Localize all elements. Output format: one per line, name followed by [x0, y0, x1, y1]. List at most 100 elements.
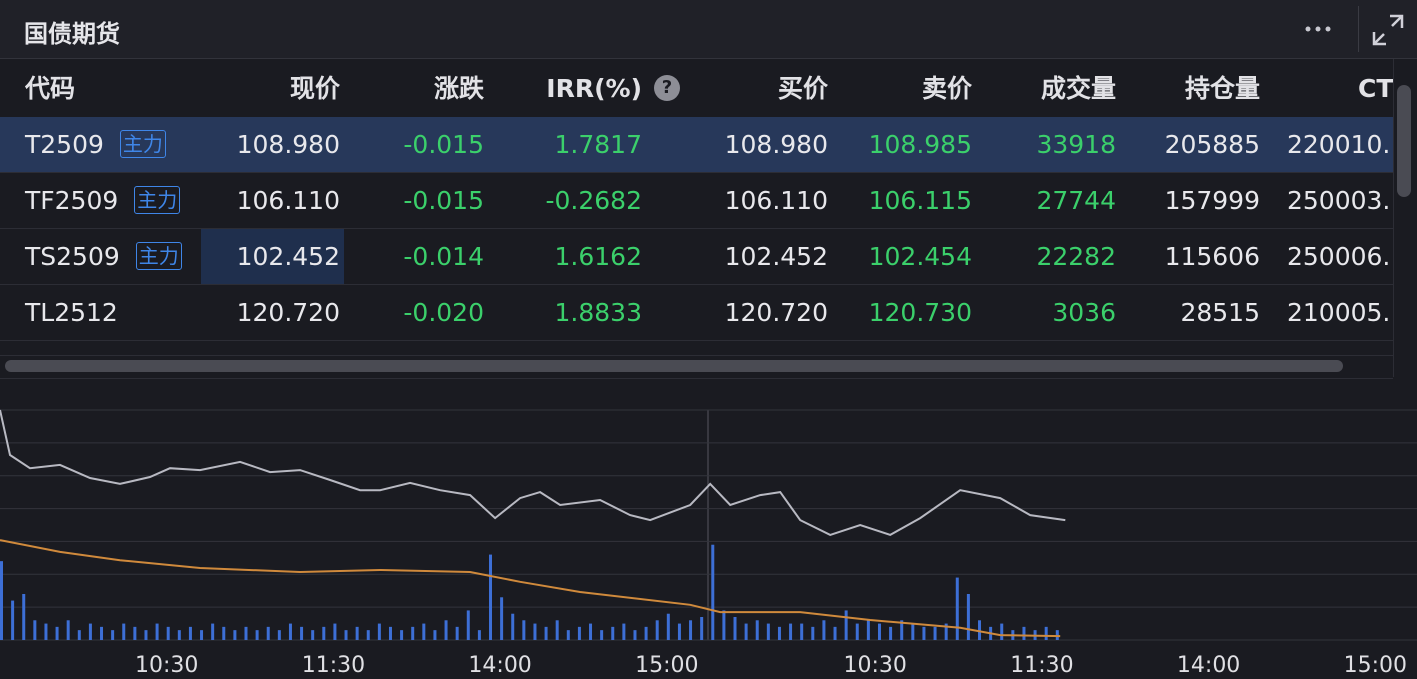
volume-bar	[677, 623, 681, 640]
volume-bar	[622, 623, 626, 640]
column-header: 代码	[25, 74, 76, 103]
volume-bar	[222, 626, 226, 640]
volume-bar	[555, 620, 559, 640]
volume-bar	[88, 623, 92, 640]
table-cell: 220010.	[1287, 130, 1391, 159]
volume-bar	[966, 594, 970, 640]
more-button[interactable]	[1290, 0, 1350, 58]
volume-bar	[311, 630, 315, 640]
volume-bar	[355, 626, 359, 640]
series-line	[0, 539, 1061, 638]
table-cell: -0.2682	[545, 186, 643, 215]
volume-bar	[377, 623, 381, 640]
table-cell: 108.980	[724, 130, 828, 159]
volume-bar	[444, 620, 448, 640]
volume-bar	[955, 577, 959, 640]
panel-title: 国债期货	[24, 20, 120, 48]
volume-bar	[433, 630, 437, 640]
volume-bar	[866, 620, 870, 640]
table-cell: 108.985	[868, 130, 972, 159]
table-cell: -0.015	[403, 186, 484, 215]
table-row	[0, 285, 1393, 341]
x-tick-label: 14:00	[468, 653, 531, 678]
v-scrollbar[interactable]	[1397, 85, 1411, 197]
column-header: 卖价	[921, 74, 972, 103]
volume-bar	[544, 626, 548, 640]
volume-bar	[1000, 623, 1004, 640]
contract-code: T2509	[25, 130, 104, 159]
table-cell: 27744	[1036, 186, 1116, 215]
column-header: CT	[1358, 74, 1393, 103]
volume-bar	[822, 620, 826, 640]
volume-bar	[244, 626, 248, 640]
futures-table: 代码 现价 涨跌 IRR(%) 买价 卖价 成交量 持仓量 CT? T2509 主力 108.980 -…	[0, 59, 1393, 359]
table-cell: 1.6162	[554, 242, 642, 271]
table-cell: 106.115	[868, 186, 972, 215]
series-line	[0, 409, 1066, 536]
table-cell: -0.020	[403, 298, 484, 327]
table-cell: 250006.	[1287, 242, 1391, 271]
volume-bar	[511, 613, 515, 640]
volume-bar	[200, 630, 204, 640]
table-cell: 108.980	[236, 130, 340, 159]
x-tick-label: 10:30	[844, 653, 907, 678]
volume-bar	[100, 626, 104, 640]
x-tick-label: 15:00	[635, 653, 698, 678]
divider	[1358, 6, 1359, 52]
volume-bar	[133, 626, 137, 640]
volume-bar	[577, 626, 581, 640]
volume-bar	[733, 617, 737, 640]
volume-bar	[489, 554, 493, 640]
volume-bar	[666, 613, 670, 640]
main-contract-badge: 主力	[134, 186, 181, 214]
volume-bar	[1022, 626, 1026, 640]
volume-bar	[522, 620, 526, 640]
volume-bar	[344, 630, 348, 640]
volume-bar	[900, 620, 904, 640]
h-scrollbar[interactable]	[5, 360, 1343, 372]
expand-button[interactable]	[1368, 10, 1408, 50]
volume-bar	[633, 630, 637, 640]
volume-bar	[188, 626, 192, 640]
table-cell: 157999	[1164, 186, 1260, 215]
volume-bar	[744, 623, 748, 640]
volume-bar	[777, 626, 781, 640]
volume-bar	[600, 630, 604, 640]
table-cell: 102.452	[724, 242, 828, 271]
table-cell: 28515	[1180, 298, 1260, 327]
volume-bar	[288, 623, 292, 640]
h-scroll-track	[0, 355, 1393, 379]
table-cell: 120.730	[868, 298, 972, 327]
volume-bar	[266, 626, 270, 640]
volume-bar	[122, 623, 126, 640]
x-tick-label: 15:00	[1344, 653, 1407, 678]
table-cell: -0.014	[403, 242, 484, 271]
volume-bar	[766, 623, 770, 640]
column-header: 涨跌	[433, 74, 484, 103]
volume-bar	[277, 630, 281, 640]
table-cell: 205885	[1164, 130, 1260, 159]
volume-bar	[722, 610, 726, 640]
table-cell: 106.110	[724, 186, 828, 215]
volume-bar	[589, 623, 593, 640]
column-header: 买价	[777, 74, 828, 103]
volume-bar	[689, 620, 693, 640]
volume-bar	[33, 620, 37, 640]
volume-bar	[55, 626, 59, 640]
volume-bar	[66, 620, 70, 640]
volume-bar	[300, 626, 304, 640]
volume-bar	[255, 630, 259, 640]
contract-code: TF2509	[25, 186, 119, 215]
volume-bar	[366, 630, 370, 640]
volume-bar	[1044, 626, 1048, 640]
table-cell: 22282	[1036, 242, 1116, 271]
volume-bar	[811, 626, 815, 640]
table-cell: 115606	[1164, 242, 1260, 271]
column-header: 现价	[289, 74, 340, 103]
volume-bar	[0, 561, 3, 640]
volume-bar	[833, 626, 837, 640]
table-row	[0, 117, 1393, 173]
x-tick-label: 10:30	[135, 653, 198, 678]
volume-bar	[155, 623, 159, 640]
